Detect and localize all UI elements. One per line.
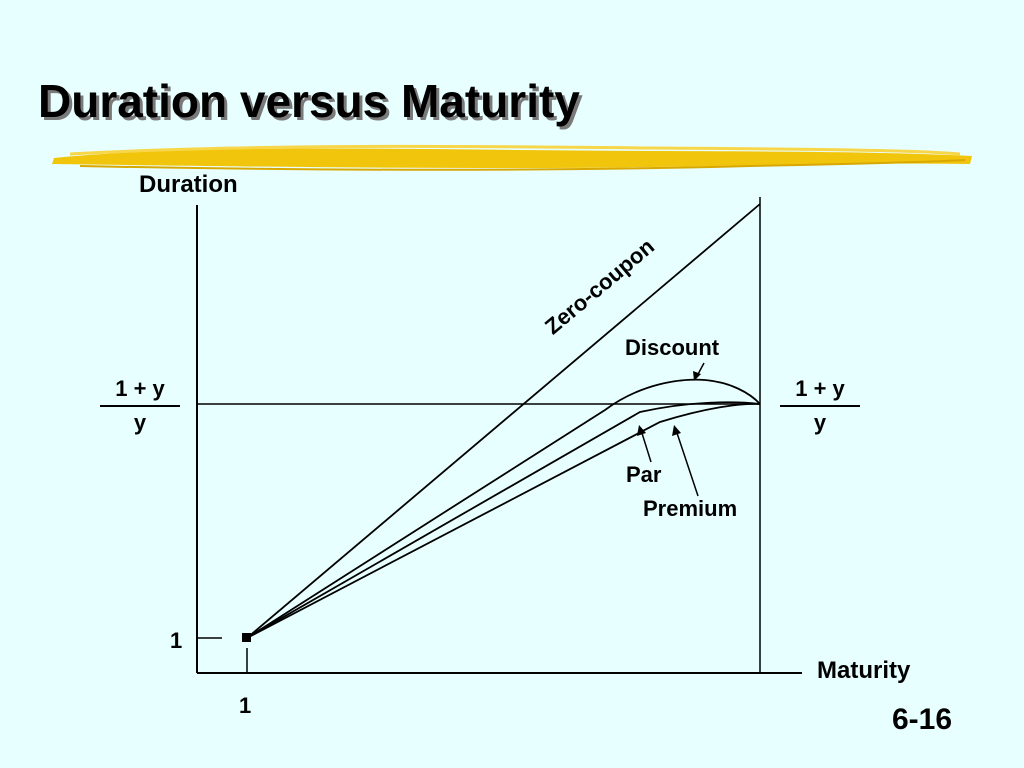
zero-coupon-line <box>246 203 761 639</box>
y-tick-label: 1 <box>170 628 183 653</box>
asymptote-right-denominator: y <box>813 410 827 435</box>
premium-pointer-arrow <box>672 425 699 497</box>
fraction-bar <box>780 405 860 407</box>
page-number: 6-16 <box>891 703 952 736</box>
discount-pointer-arrow <box>693 362 705 381</box>
premium-label: Premium <box>643 496 738 521</box>
discount-curve <box>246 378 761 639</box>
asymptote-left-denominator: y <box>133 410 147 435</box>
y-axis-label: Duration <box>139 171 238 198</box>
discount-label: Discount <box>625 335 720 360</box>
par-label: Par <box>626 462 662 487</box>
asymptote-label-right: 1 + y y <box>780 376 860 436</box>
origin-point-marker <box>242 633 251 642</box>
title-highlight-stroke <box>52 144 972 171</box>
par-pointer-arrow <box>637 425 652 463</box>
slide-title: Duration versus Maturity <box>38 75 580 127</box>
fraction-bar <box>100 405 180 407</box>
asymptote-label-left: 1 + y y <box>100 376 180 436</box>
premium-curve <box>246 402 761 639</box>
asymptote-right-numerator: 1 + y <box>795 376 845 401</box>
x-tick-label: 1 <box>239 693 252 718</box>
asymptote-left-numerator: 1 + y <box>115 376 165 401</box>
x-axis-label: Maturity <box>817 657 911 684</box>
